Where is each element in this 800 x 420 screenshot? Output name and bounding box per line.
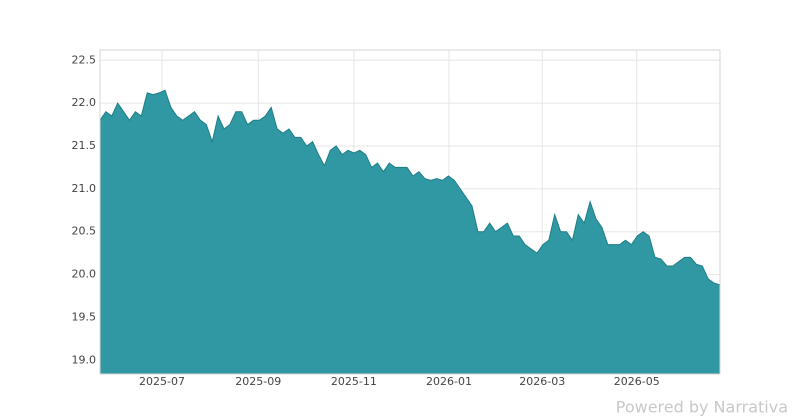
x-tick-label: 2026-03 <box>519 375 565 388</box>
area <box>100 90 720 375</box>
x-tick-label: 2025-09 <box>235 375 281 388</box>
plot-border <box>99 49 721 375</box>
y-tick-label: 19.0 <box>72 353 97 366</box>
line <box>99 89 721 286</box>
y-tick-label: 20.0 <box>72 268 97 281</box>
x-tick-label: 2026-05 <box>614 375 660 388</box>
y-tick-label: 20.5 <box>72 225 97 238</box>
x-tick-label: 2025-11 <box>331 375 377 388</box>
y-tick-label: 21.0 <box>72 182 97 195</box>
x-tick-label: 2025-07 <box>139 375 185 388</box>
watermark: Powered by Narrativa <box>616 398 788 417</box>
x-tick-label: 2026-01 <box>426 375 472 388</box>
y-tick-label: 22.0 <box>72 96 97 109</box>
y-tick-label: 21.5 <box>72 139 97 152</box>
y-tick-label: 19.5 <box>72 310 97 323</box>
y-tick-label: 22.5 <box>72 53 97 66</box>
